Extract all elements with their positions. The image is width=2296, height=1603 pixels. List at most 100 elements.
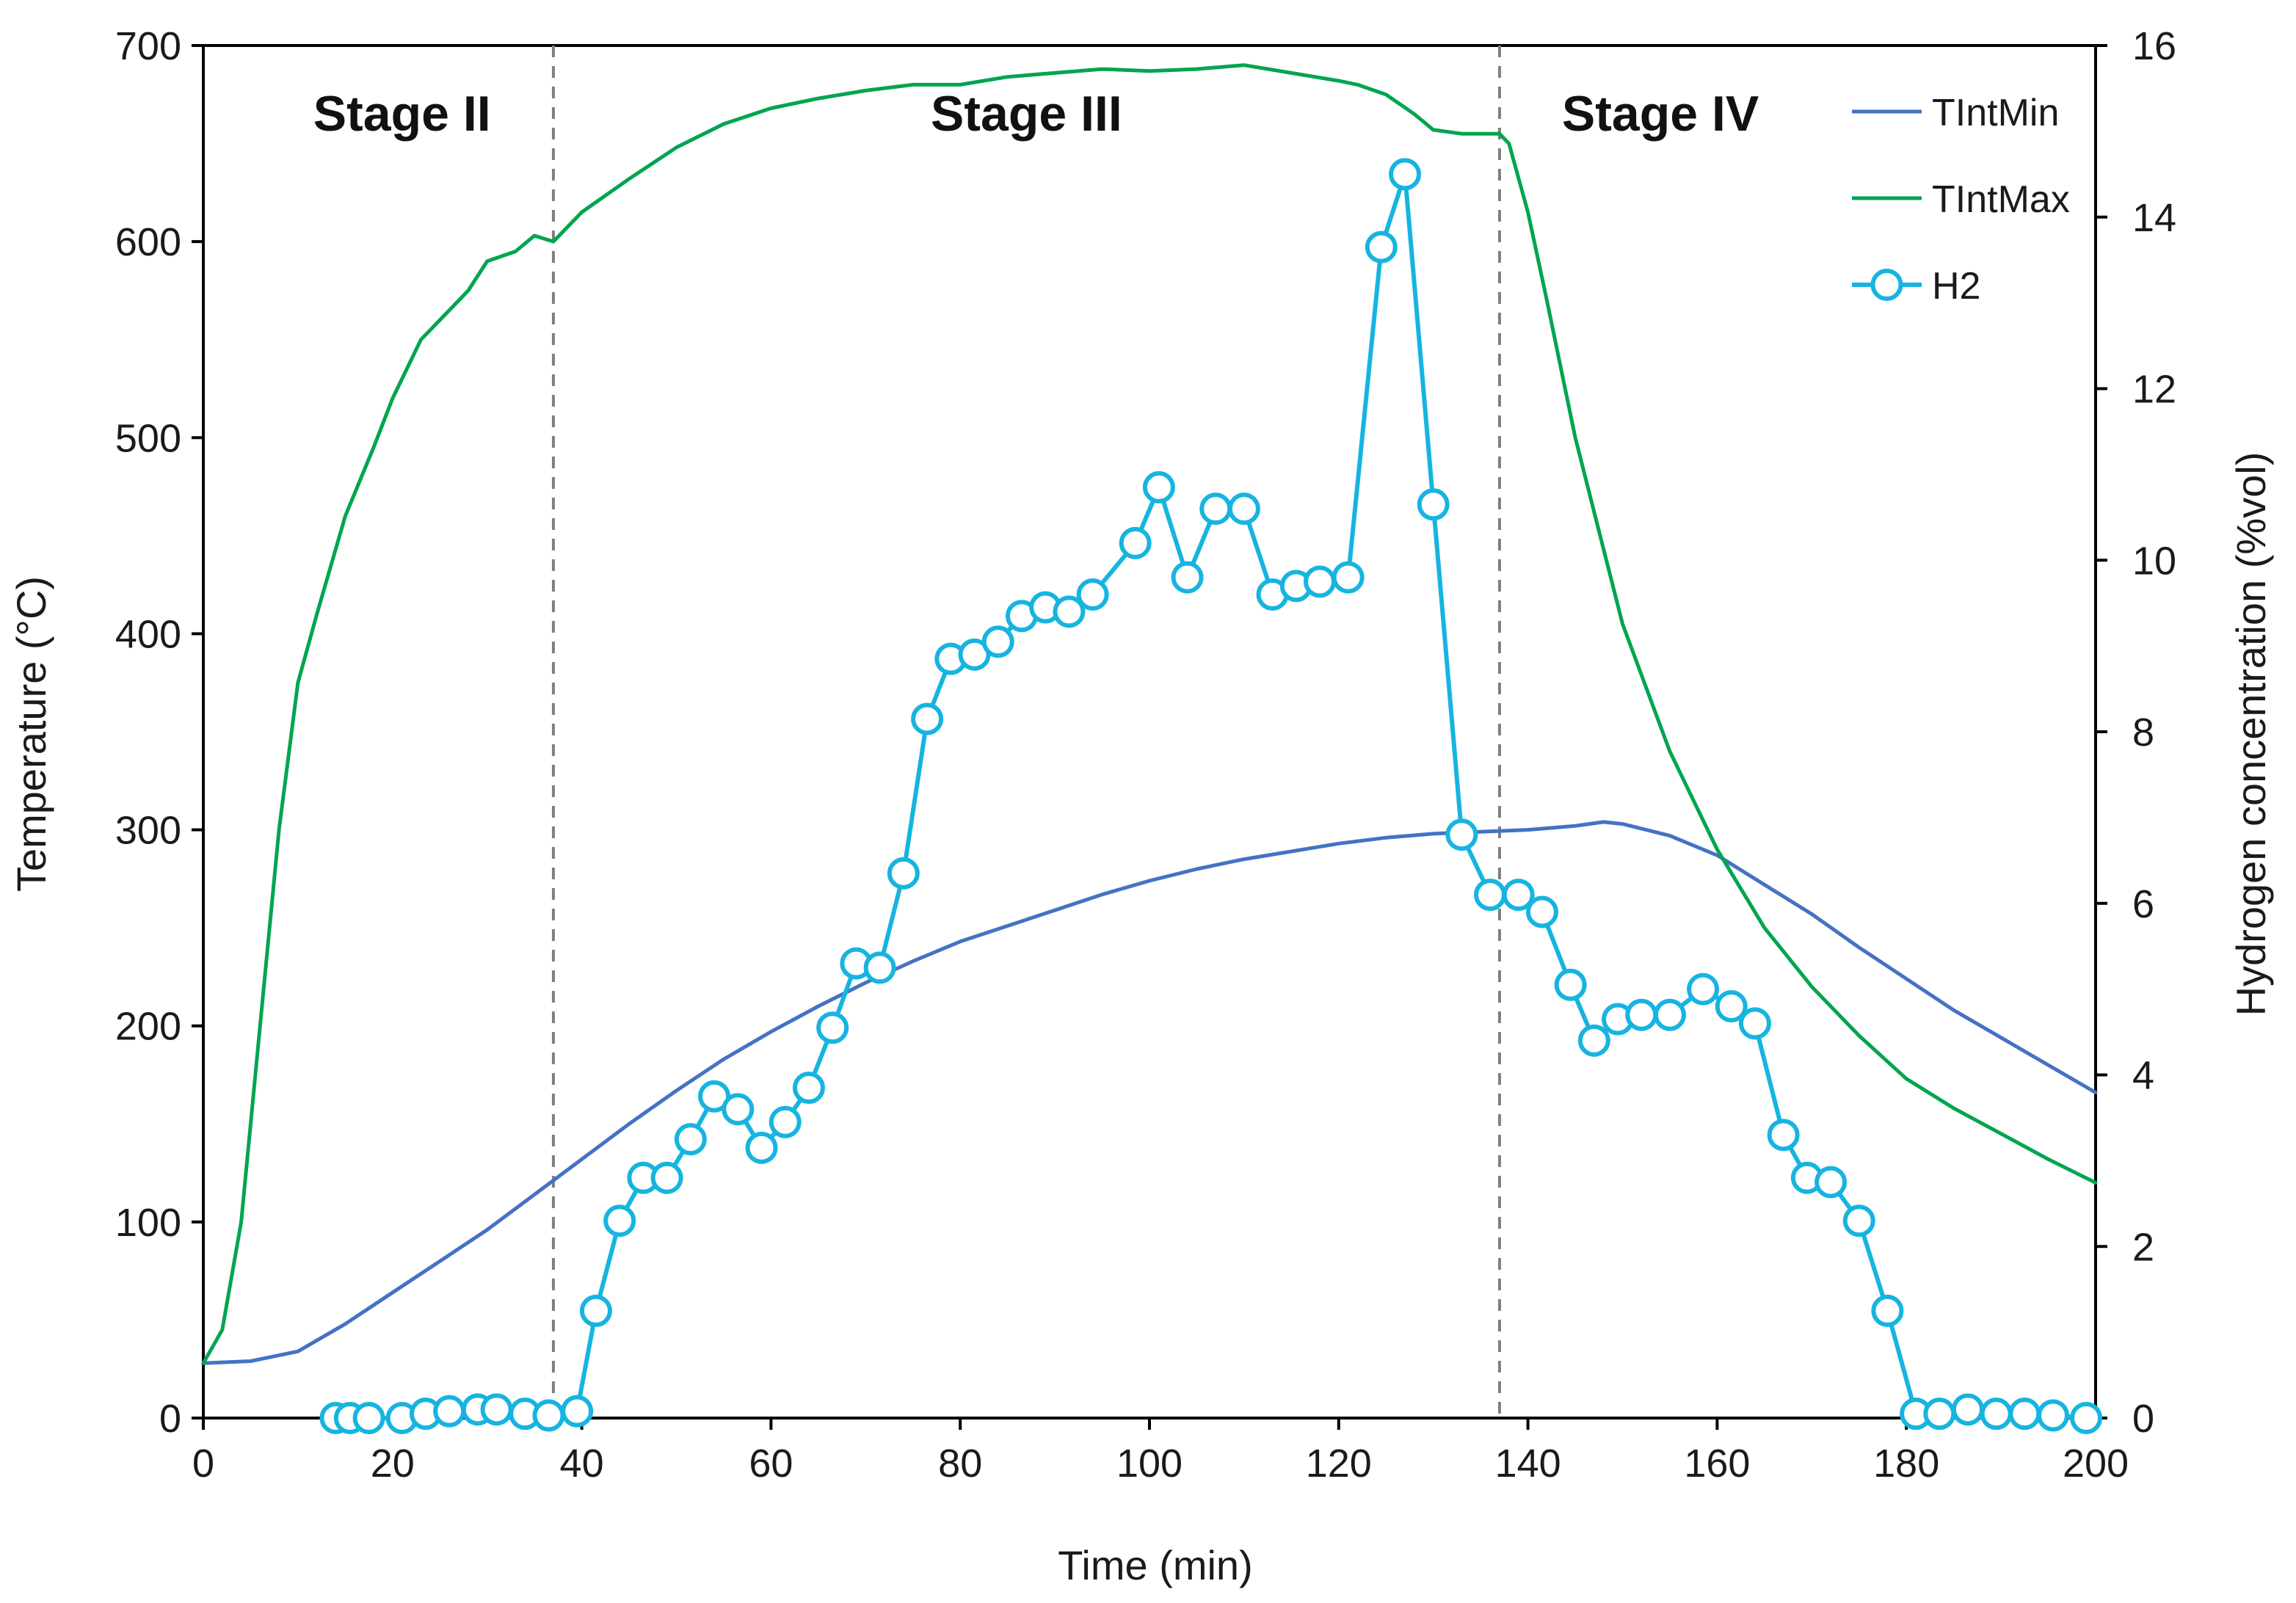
h2-point <box>1304 565 1337 598</box>
h2-point <box>722 1093 755 1126</box>
y-axis-left: 0 100 200 300 400 500 600 700 <box>115 24 203 1441</box>
plot-frame <box>202 44 2097 1420</box>
legend-label: TIntMax <box>1932 178 2070 221</box>
h2-point <box>1767 1119 1800 1152</box>
y-left-tick-label: 600 <box>115 220 181 264</box>
h2-point <box>1227 492 1260 526</box>
x-tick-label: 20 <box>371 1442 415 1486</box>
h2-point <box>1842 1204 1875 1237</box>
h2-point <box>863 951 896 984</box>
y-right-tick-label: 8 <box>2132 710 2154 755</box>
y-axis-left-title: Temperature (°C) <box>8 576 54 892</box>
x-tick-label: 40 <box>560 1442 604 1486</box>
h2-point <box>2036 1399 2069 1432</box>
h2-point <box>1577 1024 1610 1057</box>
h2-point <box>1951 1393 1984 1426</box>
h2-point <box>1076 578 1109 611</box>
y-left-tick-label: 700 <box>115 24 181 68</box>
h2-point <box>1738 1007 1771 1040</box>
h2-point <box>1199 492 1232 526</box>
stage-labels: Stage II Stage III Stage IV <box>313 86 1759 142</box>
x-tick-label: 80 <box>938 1442 982 1486</box>
stage-label: Stage IV <box>1562 86 1759 142</box>
y-right-tick-label: 6 <box>2132 882 2154 926</box>
h2-point <box>1525 895 1558 928</box>
y-right-tick-label: 10 <box>2132 539 2176 583</box>
h2-point <box>1171 561 1204 594</box>
h2-point <box>1053 595 1086 628</box>
h2-point <box>2008 1397 2041 1431</box>
h2-point <box>1119 526 1152 559</box>
series-line-tintmin <box>201 820 2098 1365</box>
h2-point <box>769 1105 802 1138</box>
y-axis-right-title: Hydrogen concentration (%vol) <box>2228 452 2274 1017</box>
series-line-tintmax <box>201 63 2098 1365</box>
h2-point <box>1142 470 1175 504</box>
stage-dividers <box>551 46 1501 1418</box>
h2-point <box>1417 488 1450 521</box>
h2-point <box>1554 968 1587 1001</box>
h2-point <box>433 1395 466 1428</box>
plot-border <box>202 44 2097 1420</box>
h2-point <box>1389 158 1422 191</box>
h2-point <box>674 1123 707 1156</box>
h2-point <box>1365 230 1398 263</box>
y-left-tick-label: 300 <box>115 809 181 853</box>
series-layer <box>201 63 2103 1434</box>
h2-point <box>1980 1397 2013 1431</box>
h2-point <box>1871 1294 1904 1327</box>
series-line-h2 <box>333 172 2089 1420</box>
x-tick-label: 120 <box>1306 1442 1372 1486</box>
x-axis-title: Time (min) <box>1058 1542 1252 1588</box>
y-right-tick-label: 16 <box>2132 24 2176 68</box>
h2-point <box>1474 879 1507 912</box>
legend-label: H2 <box>1932 265 1980 308</box>
h2-point <box>532 1399 565 1432</box>
y-right-tick-label: 4 <box>2132 1054 2154 1098</box>
h2-point <box>1653 998 1686 1031</box>
legend-marker <box>1870 269 1903 301</box>
y-axis-right: 0 2 4 6 8 10 12 14 16 <box>2096 24 2176 1441</box>
y-right-tick-label: 2 <box>2132 1225 2154 1269</box>
h2-point <box>911 702 944 735</box>
y-right-tick-label: 12 <box>2132 368 2176 412</box>
stage-label: Stage II <box>313 86 491 142</box>
h2-point <box>603 1204 636 1237</box>
h2-point <box>1687 973 1720 1006</box>
h2-point <box>981 625 1014 658</box>
y-left-tick-label: 200 <box>115 1005 181 1049</box>
x-tick-label: 140 <box>1495 1442 1561 1486</box>
h2-point <box>1332 561 1365 594</box>
y-right-tick-label: 14 <box>2132 196 2176 240</box>
h2-point <box>887 857 920 890</box>
h2-point <box>2070 1402 2103 1434</box>
x-tick-label: 200 <box>2063 1442 2129 1486</box>
h2-point <box>1715 990 1748 1022</box>
h2-point <box>561 1395 594 1428</box>
x-tick-label: 100 <box>1116 1442 1182 1486</box>
h2-point <box>745 1131 778 1164</box>
h2-point <box>816 1011 849 1044</box>
h2-point <box>1445 818 1478 851</box>
y-left-tick-label: 400 <box>115 612 181 656</box>
x-tick-label: 60 <box>749 1442 793 1486</box>
y-left-tick-label: 0 <box>159 1397 181 1441</box>
h2-point <box>352 1402 385 1434</box>
h2-point <box>1814 1166 1848 1199</box>
h2-point <box>1625 998 1658 1031</box>
y-right-tick-label: 0 <box>2132 1397 2154 1441</box>
y-left-tick-label: 100 <box>115 1201 181 1245</box>
h2-point <box>1923 1397 1956 1431</box>
h2-point <box>579 1294 612 1327</box>
x-tick-label: 160 <box>1684 1442 1750 1486</box>
h2-point <box>1502 879 1535 912</box>
y-left-tick-label: 500 <box>115 416 181 460</box>
x-tick-label: 0 <box>192 1442 214 1486</box>
stage-label: Stage III <box>931 86 1122 142</box>
h2-point <box>792 1072 825 1105</box>
legend: TIntMin TIntMax H2 <box>1852 92 2070 308</box>
x-tick-label: 180 <box>1873 1442 1939 1486</box>
h2-point <box>480 1393 513 1426</box>
